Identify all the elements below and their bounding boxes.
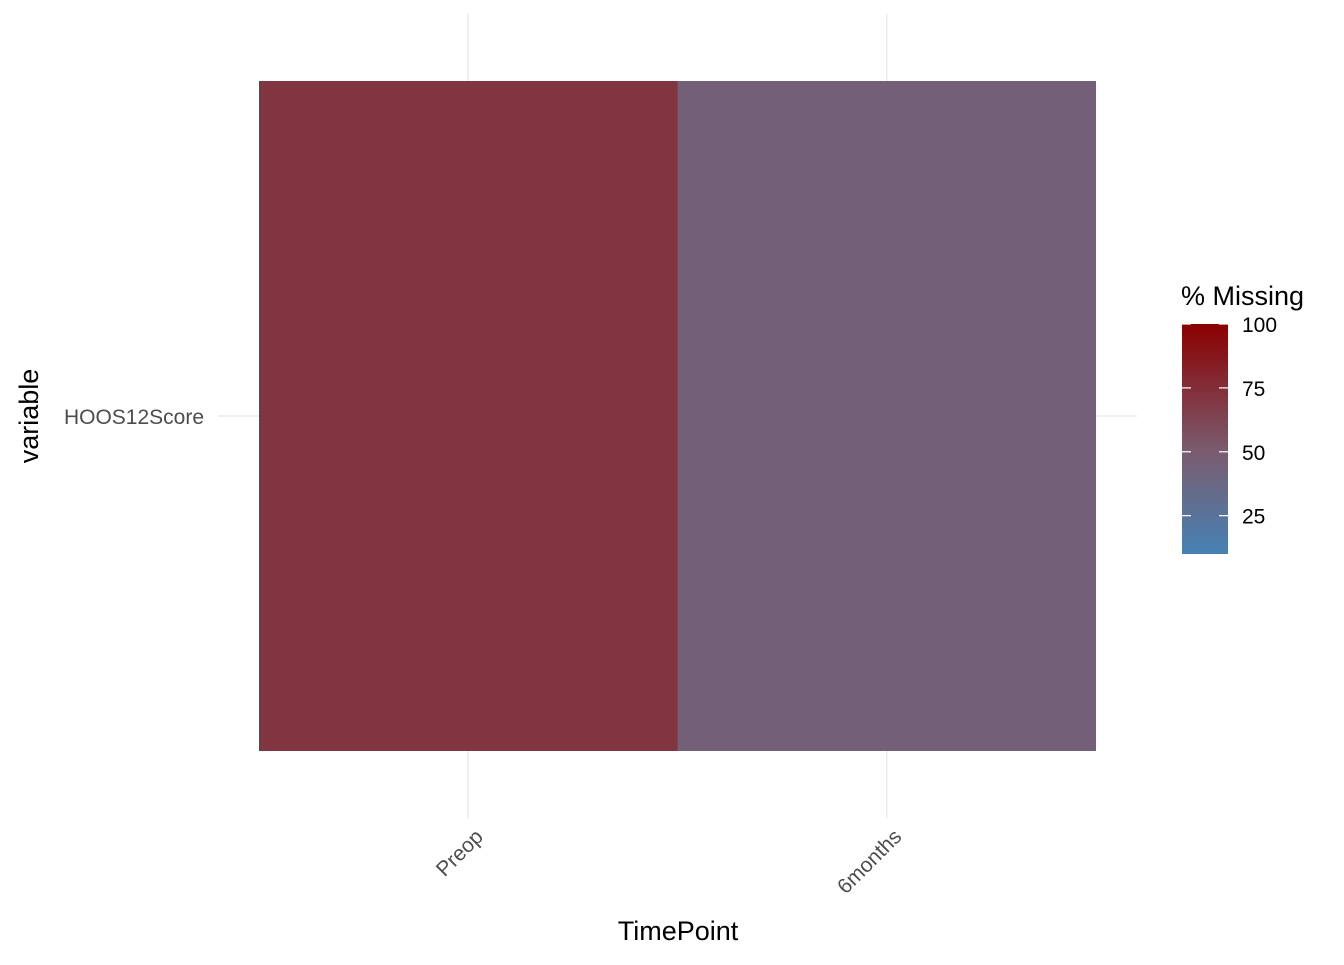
x-tick-label: Preop xyxy=(432,825,488,881)
heatmap-cell xyxy=(677,81,1096,751)
legend-colorbar xyxy=(1182,324,1228,554)
legend-title: % Missing xyxy=(1181,281,1304,311)
legend-tick-label: 75 xyxy=(1242,378,1265,401)
legend-tick-label: 50 xyxy=(1242,442,1265,465)
x-axis-title: TimePoint xyxy=(618,916,739,946)
y-tick-label: HOOS12Score xyxy=(64,406,204,429)
legend-tick-label: 25 xyxy=(1242,506,1265,529)
x-tick-label: 6months xyxy=(833,825,906,898)
legend: % Missing 25 50 75 100 xyxy=(1181,281,1304,554)
heatmap-cell xyxy=(259,81,678,751)
legend-tick-label: 100 xyxy=(1242,314,1277,337)
heatmap-cells xyxy=(259,81,1096,751)
y-axis-title: variable xyxy=(14,369,44,464)
